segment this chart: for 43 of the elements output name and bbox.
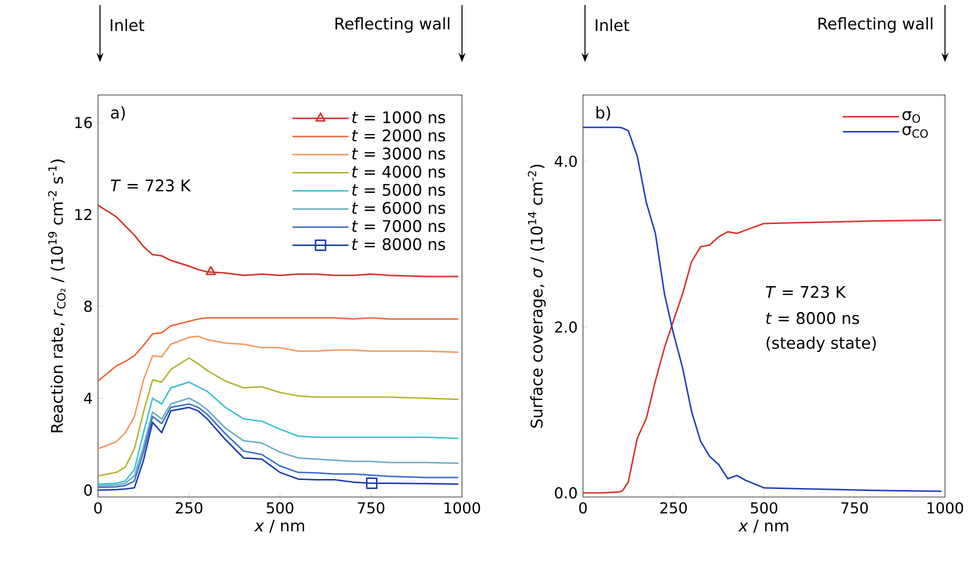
x-tick-label: 0 xyxy=(579,502,587,514)
legend-label: t = 2000 ns xyxy=(352,129,446,142)
legend-label: σ$_{O}$ xyxy=(902,111,920,123)
legend-label: t = 7000 ns xyxy=(352,220,446,232)
text: Inlet xyxy=(110,18,144,32)
legend-label: t = 3000 ns xyxy=(352,148,446,160)
line-series xyxy=(582,219,942,494)
legend-label: t = 1000 ns xyxy=(352,111,446,124)
x-tick-label: 0 xyxy=(94,502,102,514)
x-tick-label: 750 xyxy=(358,502,384,514)
y-tick-label: 4.0 xyxy=(554,156,577,167)
x-axis-title: x / nm xyxy=(738,520,788,533)
legend-label: t = 4000 ns xyxy=(352,166,446,178)
annotation: T = 723 K xyxy=(110,179,191,192)
legend-label: t = 5000 ns xyxy=(352,184,446,196)
y-tick-label: 16 xyxy=(75,116,92,128)
y-tick-label: 8 xyxy=(84,300,92,312)
text: Reflecting wall xyxy=(336,17,450,33)
annotation: t = 8000 ns xyxy=(766,312,860,324)
y-tick-label: 2.0 xyxy=(555,321,577,333)
annotation: (steady state) xyxy=(766,336,876,352)
text: Inlet xyxy=(596,18,630,32)
legend-label: σ$_{CO}$ xyxy=(902,126,928,138)
legend-label: t = 8000 ns xyxy=(352,238,446,250)
x-tick-label: 1000 xyxy=(928,502,964,514)
annotation: T = 723 K xyxy=(766,286,846,298)
annotation: b) xyxy=(596,106,610,121)
x-tick-label: 750 xyxy=(841,502,868,514)
x-tick-label: 250 xyxy=(660,502,687,514)
x-tick-label: 500 xyxy=(750,502,778,514)
y-axis-title: Surface coverage, σ / (10$^{14}$ cm$^{-2}$) xyxy=(528,164,546,428)
x-tick-label: 500 xyxy=(266,502,294,514)
x-tick-label: 250 xyxy=(176,502,202,514)
text: Reaction rate, r$_{CO₂}$ / (10$^{19}$ cm$^{-2}$ s$^{-1}$) xyxy=(48,160,66,432)
x-tick-label: 1000 xyxy=(444,502,480,514)
y-tick-label: 4 xyxy=(84,392,92,404)
y-tick-label: 0 xyxy=(84,484,92,496)
text: Reflecting wall xyxy=(818,17,932,33)
x-axis-title: x / nm xyxy=(254,520,304,533)
y-tick-label: 12 xyxy=(75,208,92,220)
y-tick-label: 0.0 xyxy=(554,487,577,499)
annotation: a) xyxy=(111,106,125,120)
legend-label: t = 6000 ns xyxy=(352,202,446,214)
